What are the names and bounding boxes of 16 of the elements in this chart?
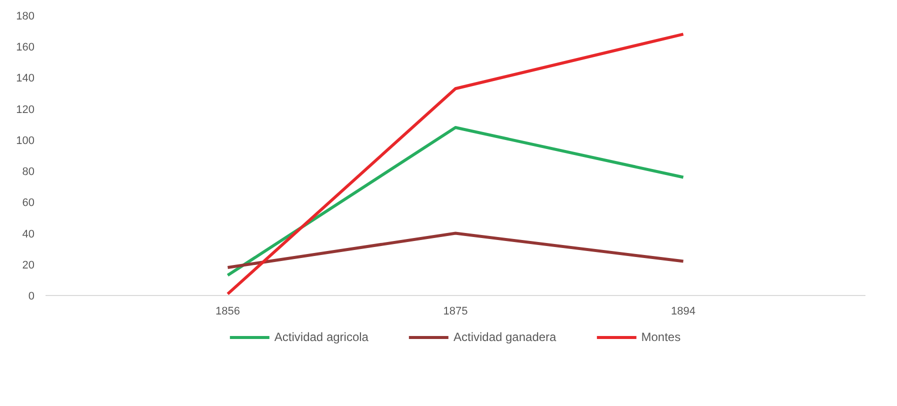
legend-label: Actividad ganadera: [453, 330, 556, 344]
y-tick-label: 180: [16, 10, 35, 22]
x-tick-label: 1875: [443, 306, 468, 318]
y-tick-label: 0: [28, 290, 35, 302]
y-tick-label: 80: [22, 166, 35, 178]
y-tick-label: 40: [22, 228, 35, 240]
y-tick-label: 100: [16, 134, 35, 147]
x-tick-label: 1894: [671, 306, 696, 318]
legend-label: Montes: [641, 330, 681, 344]
y-tick-label: 120: [16, 104, 35, 116]
x-tick-label: 1856: [215, 306, 240, 318]
y-tick-label: 140: [16, 72, 35, 85]
y-tick-label: 60: [22, 197, 35, 210]
y-tick-label: 20: [22, 259, 35, 272]
legend-label: Actividad agricola: [274, 330, 368, 344]
y-tick-label: 160: [16, 42, 35, 54]
